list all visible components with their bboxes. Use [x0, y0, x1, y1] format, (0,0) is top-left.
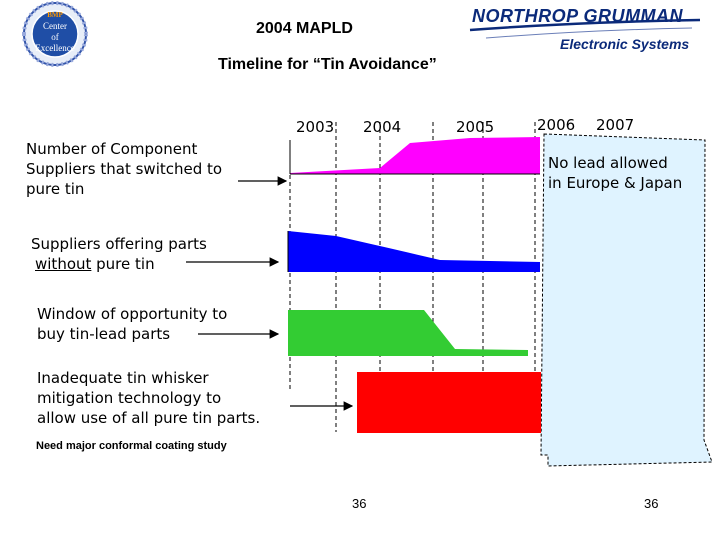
no-lead-callout-box [540, 133, 713, 467]
label-arrows [186, 176, 354, 411]
row-1-shape [289, 137, 540, 175]
year-label: 2003 [296, 118, 335, 136]
row-1-label: Number of Component Suppliers that switc… [26, 140, 223, 198]
year-label: 2007 [596, 116, 635, 134]
header-subtitle: Timeline for “Tin Avoidance” [218, 56, 437, 73]
row-4-label: Inadequate tin whisker mitigation techno… [37, 369, 261, 427]
year-label: 2004 [363, 118, 402, 136]
header-title: 2004 MAPLD [256, 20, 353, 37]
row-3-label: Window of opportunity to buy tin-lead pa… [37, 305, 228, 343]
row-4-shape [357, 372, 541, 433]
seal-text: BMP Center of Excellence [35, 11, 75, 53]
row-2-label: Suppliers offering parts without pure ti… [31, 235, 207, 273]
center-of-excellence-seal [22, 1, 88, 67]
northrop-grumman-logo [469, 18, 701, 39]
conformal-coating-note: Need major conformal coating study [36, 440, 227, 452]
year-label: 2006 [537, 116, 576, 134]
page-number: 36 [352, 496, 367, 511]
page-number: 36 [644, 496, 659, 511]
year-label: 2005 [456, 118, 495, 136]
row-3-shape [288, 310, 528, 356]
company-division: Electronic Systems [560, 36, 690, 52]
company-name: NORTHROP GRUMMAN [472, 6, 683, 26]
row-2-shape [287, 231, 540, 272]
no-lead-callout-text: No lead allowed in Europe & Japan [548, 154, 683, 192]
